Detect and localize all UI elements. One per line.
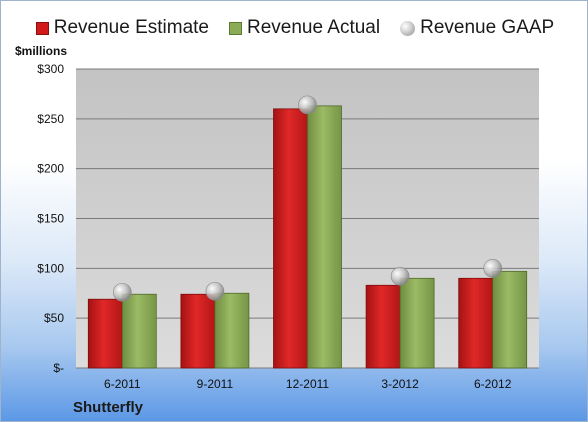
y-axis-unit-label: $millions [15,44,68,58]
legend-item-actual: Revenue Actual [229,17,380,39]
y-tick-label: $200 [37,162,64,176]
legend-item-gaap: Revenue GAAP [400,17,554,39]
y-axis-ticks: $- $50 $100 $150 $200 $250 $300 [37,62,64,375]
bar-revenue-estimate [87,298,123,369]
marker-revenue-gaap [298,95,317,115]
y-tick-label: $300 [37,62,64,76]
bar-revenue-estimate [273,108,308,369]
bar-revenue-estimate [458,277,494,369]
marker-revenue-gaap [390,267,410,286]
marker-revenue-gaap [113,282,132,302]
marker-revenue-gaap [205,281,225,301]
y-tick-label: $250 [37,112,64,126]
bar-revenue-estimate [365,284,401,369]
legend-swatch-actual [229,21,242,35]
x-tick-label: 3-2012 [381,377,419,391]
legend-swatch-gaap [400,20,416,36]
legend-label-actual: Revenue Actual [247,17,381,38]
bar-revenue-actual [399,277,435,369]
legend: Revenue Estimate Revenue Actual Revenue … [1,17,587,39]
x-tick-label: 6-2011 [104,377,141,391]
y-tick-label: $150 [37,212,64,226]
x-tick-label: 9-2011 [197,377,234,391]
x-axis-ticks: 6-2011 9-2011 12-2011 3-2012 6-2012 [104,377,512,391]
bars [87,105,528,369]
y-tick-label: $100 [37,261,64,275]
y-tick-label: $- [53,361,64,375]
legend-label-gaap: Revenue GAAP [420,17,555,38]
gaap-markers [113,95,503,302]
legend-item-estimate: Revenue Estimate [35,17,209,39]
bar-revenue-actual [307,105,342,369]
x-tick-label: 12-2011 [286,377,329,391]
bar-revenue-actual [121,293,157,369]
company-name: Shutterfly [73,399,144,416]
marker-revenue-gaap [483,259,503,278]
bar-revenue-actual [214,292,250,369]
x-tick-label: 6-2012 [474,377,512,391]
bar-revenue-actual [492,270,528,369]
legend-swatch-estimate [35,21,49,35]
bar-revenue-estimate [180,293,216,369]
y-tick-label: $50 [44,311,64,325]
legend-label-estimate: Revenue Estimate [53,17,209,38]
